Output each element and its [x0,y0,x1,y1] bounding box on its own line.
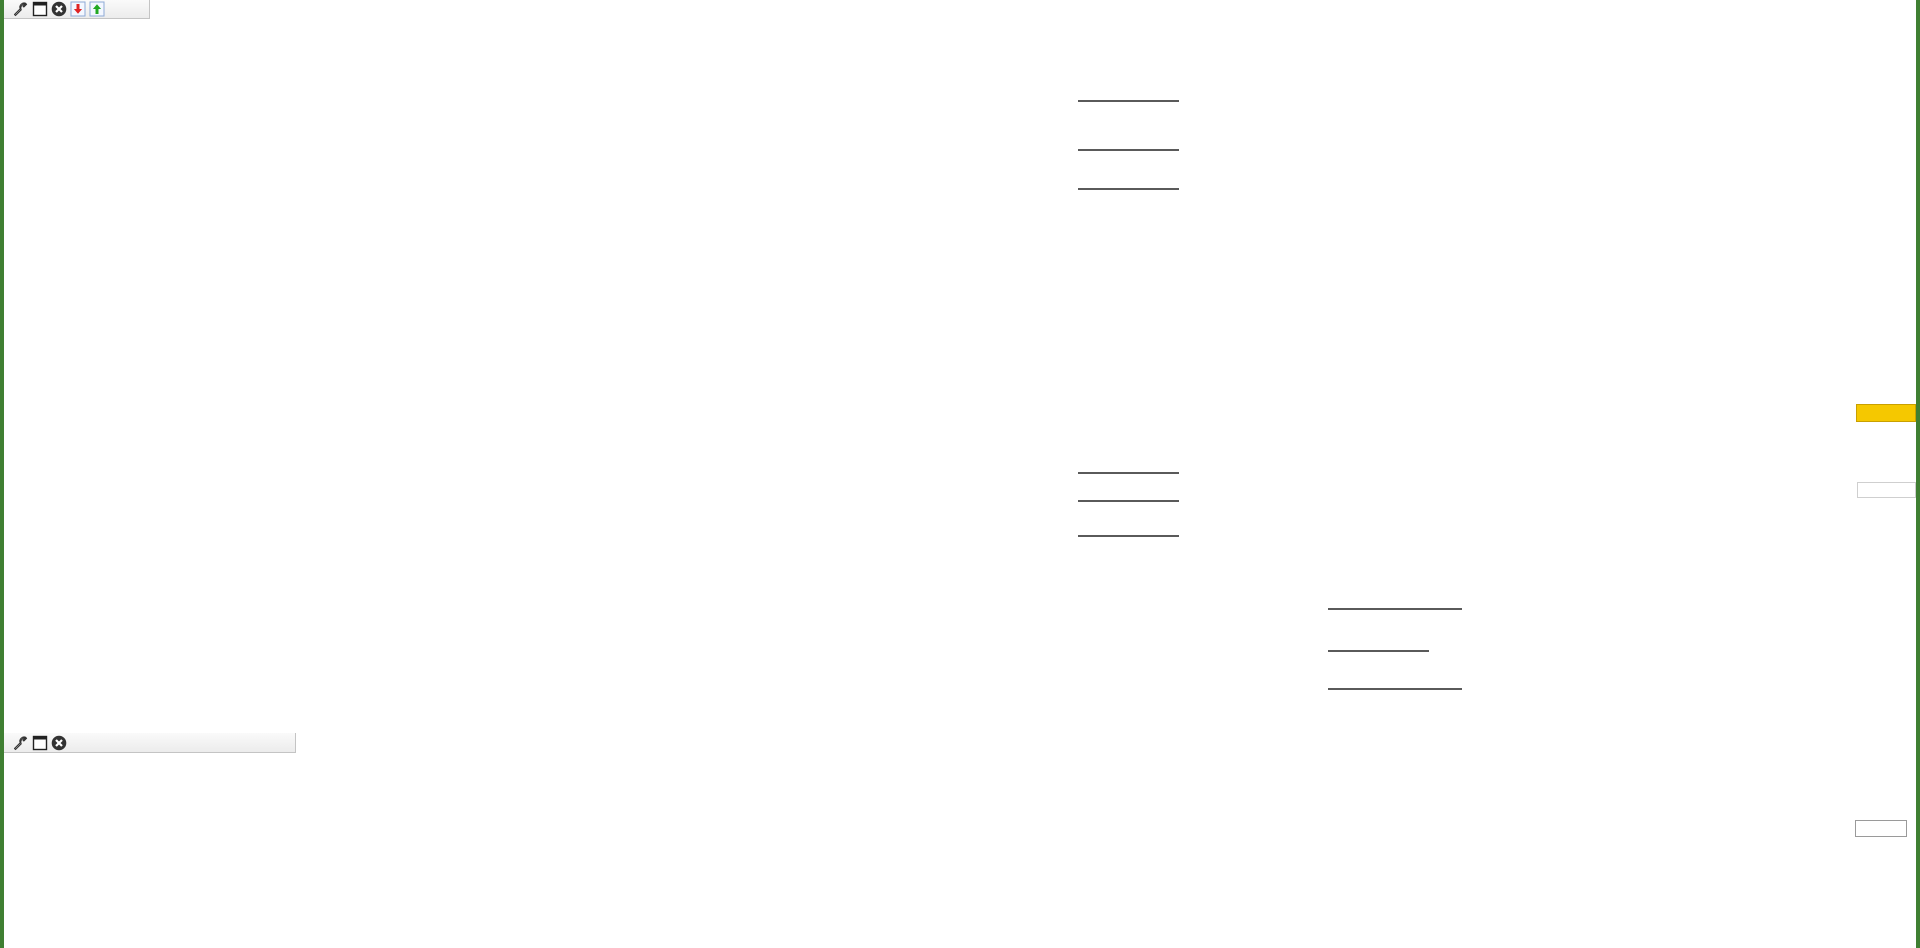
weekly-level-6 [1078,513,1179,537]
weekly-level-underline [1078,472,1179,474]
weekly-level-2 [1078,125,1179,151]
close-icon[interactable] [51,735,67,751]
weekly-level-9 [1328,665,1462,690]
close-icon[interactable] [51,1,67,17]
window-border-right [1916,0,1920,948]
weekly-level-underline [1328,688,1462,690]
weekly-level-7 [1328,583,1462,610]
rsi-panel-header [4,733,296,753]
price-panel-header [4,0,150,19]
weekly-level-8 [1328,627,1429,652]
weekly-level-underline [1078,500,1179,502]
last-price-badge [1856,404,1916,422]
maximize-window-icon[interactable] [32,735,48,751]
move-up-icon[interactable] [89,1,105,17]
weekly-level-underline [1078,535,1179,537]
weekly-level-underline [1078,149,1179,151]
weekly-level-underline [1328,650,1429,652]
weekly-level-4 [1078,447,1179,474]
window-border-left [0,0,4,948]
maximize-window-icon[interactable] [32,1,48,17]
moving-average-badge [1857,482,1916,498]
weekly-level-underline [1078,100,1179,102]
rsi-value-badge [1855,820,1907,837]
move-down-icon[interactable] [70,1,86,17]
weekly-level-3 [1078,167,1179,191]
weekly-level-5 [1078,476,1179,502]
weekly-level-1 [1078,76,1179,102]
wrench-icon[interactable] [13,735,29,751]
wrench-icon[interactable] [13,1,29,17]
weekly-level-underline [1078,188,1179,190]
weekly-level-underline [1328,608,1462,610]
